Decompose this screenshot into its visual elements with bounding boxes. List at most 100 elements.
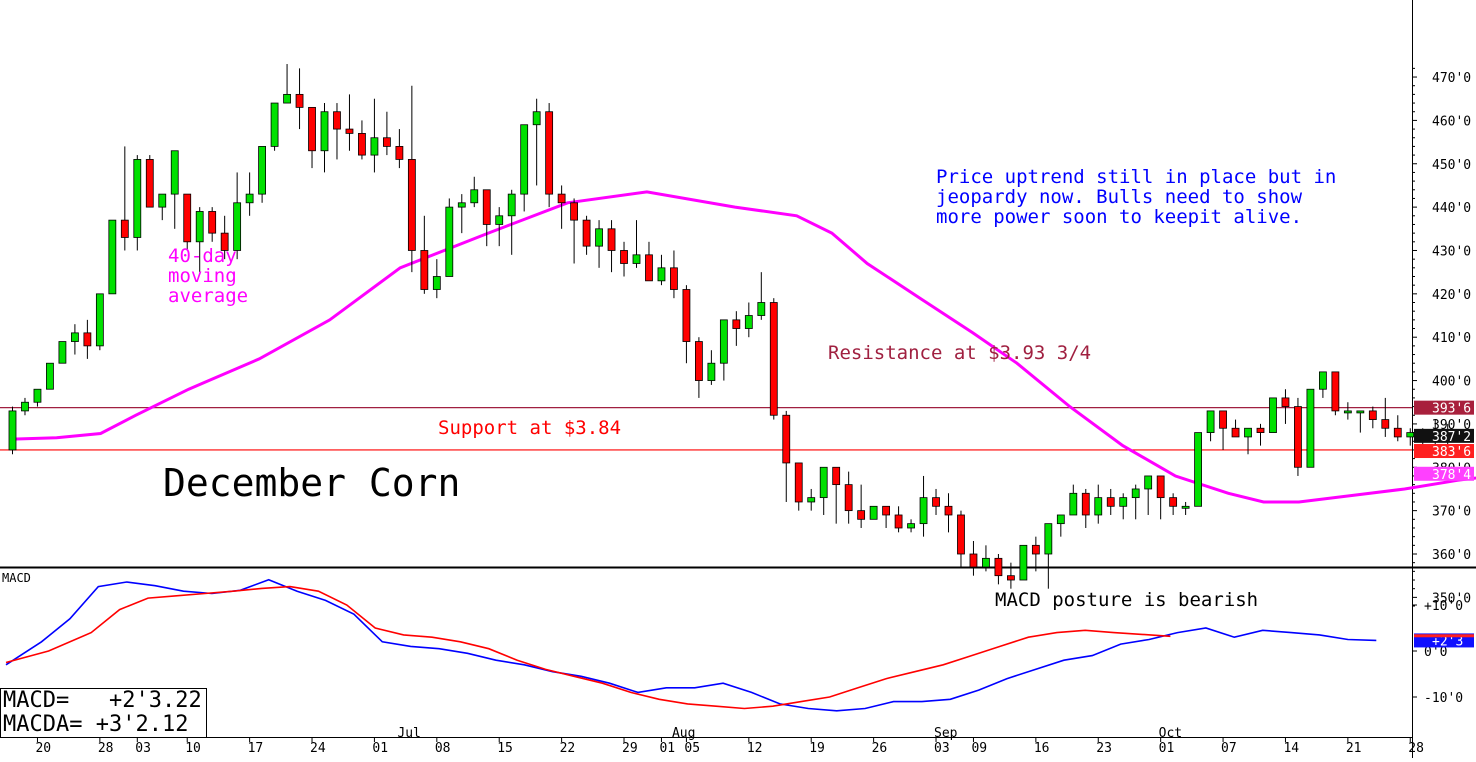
candle-body — [858, 511, 865, 520]
date-tick-label: 28 — [98, 741, 114, 756]
date-tick-label: 05 — [684, 741, 700, 756]
candle-body — [633, 255, 640, 264]
date-tick-label: 22 — [560, 741, 576, 756]
date-tick-label: 01 — [372, 741, 388, 756]
price-badge-label: 393'6 — [1432, 402, 1471, 417]
candle-body — [109, 220, 116, 294]
candle-body — [957, 515, 964, 554]
price-tick-label: 450'0 — [1432, 158, 1471, 173]
candle-body — [1095, 498, 1102, 515]
candle-body — [46, 363, 53, 389]
candle-body — [1020, 545, 1027, 580]
price-tick-label: 460'0 — [1432, 114, 1471, 129]
candle-body — [1232, 428, 1239, 437]
date-tick-label: 28 — [1408, 741, 1424, 756]
price-tick-label: 410'0 — [1432, 331, 1471, 346]
candle-body — [421, 250, 428, 289]
candle-body — [908, 524, 915, 528]
candle-body — [1369, 411, 1376, 420]
price-tick-label: 470'0 — [1432, 71, 1471, 86]
candle-body — [184, 194, 191, 242]
candle-body — [1107, 498, 1114, 507]
macd-axis: +10'00'0-10'0+2'3 — [1412, 599, 1474, 706]
candle-body — [1332, 372, 1339, 411]
date-tick-label: 12 — [747, 741, 763, 756]
candle-body — [995, 558, 1002, 575]
price-badge-label: 387'2 — [1432, 430, 1471, 445]
candle-body — [358, 133, 365, 155]
macda-readout-label: MACDA= — [3, 712, 82, 737]
date-tick-label: 15 — [497, 741, 513, 756]
macd-readout-row: MACD= +2'3.22 — [3, 689, 202, 713]
candle-body — [383, 138, 390, 147]
candle-body — [521, 125, 528, 194]
candle-body — [1407, 433, 1414, 437]
date-tick-label: 20 — [35, 741, 51, 756]
price-tick-label: 400'0 — [1432, 375, 1471, 390]
note-line: Price uptrend still in place but in — [936, 166, 1336, 188]
candle-body — [783, 415, 790, 463]
candle-body — [621, 250, 628, 263]
candle-body — [596, 229, 603, 246]
price-tick-label: 370'0 — [1432, 505, 1471, 520]
date-tick-label: 24 — [310, 741, 326, 756]
candle-body — [1282, 398, 1289, 407]
date-tick-label: 08 — [435, 741, 451, 756]
candle-body — [1132, 489, 1139, 498]
candle-body — [84, 333, 91, 346]
candle-body — [1245, 428, 1252, 437]
candle-body — [795, 463, 802, 502]
date-tick-label: 14 — [1283, 741, 1299, 756]
candle-body — [408, 159, 415, 250]
macd-tick-label: +10'0 — [1424, 599, 1463, 614]
date-tick-label: 07 — [1221, 741, 1237, 756]
candle-body — [583, 220, 590, 246]
date-tick-label: 26 — [872, 741, 888, 756]
candle-body — [146, 159, 153, 207]
price-tick-label: 360'0 — [1432, 548, 1471, 563]
candle-body — [1195, 433, 1202, 507]
candle-body — [1269, 398, 1276, 433]
candle-body — [1057, 515, 1064, 524]
candle-body — [1120, 498, 1127, 507]
candle-body — [733, 320, 740, 329]
candle-body — [1157, 476, 1164, 498]
candle-body — [471, 190, 478, 203]
candle-body — [1070, 493, 1077, 515]
candle-body — [134, 159, 141, 237]
date-tick-label: 23 — [1096, 741, 1112, 756]
candle-body — [34, 389, 41, 402]
candle-body — [933, 498, 940, 507]
candle-body — [645, 255, 652, 281]
candle-body — [284, 94, 291, 103]
candle-body — [945, 506, 952, 515]
candle-body — [321, 112, 328, 151]
macd-tick-label: -10'0 — [1424, 691, 1463, 706]
month-label: Jul — [397, 726, 420, 741]
candle-body — [271, 103, 278, 146]
candle-body — [458, 203, 465, 207]
candle-body — [970, 554, 977, 567]
month-label: Oct — [1159, 726, 1182, 741]
candle-body — [1307, 389, 1314, 467]
candle-body — [1220, 411, 1227, 428]
candle-body — [1207, 411, 1214, 433]
support-label: Support at $3.84 — [438, 417, 621, 439]
macda-readout-value: +3'2.12 — [96, 712, 189, 737]
candle-body — [59, 342, 66, 364]
price-badge-label: 383'6 — [1432, 445, 1471, 460]
candle-body — [496, 216, 503, 225]
ma-label-line: moving — [168, 265, 237, 287]
date-tick-label: 29 — [622, 741, 638, 756]
candle-body — [1357, 411, 1364, 413]
price-axis: 350'0360'0370'0400'0410'0420'0430'0440'0… — [1412, 68, 1474, 606]
date-tick-label: 01 — [1159, 741, 1175, 756]
ma-label-line: average — [168, 285, 248, 307]
date-tick-label: 10 — [185, 741, 201, 756]
candle-body — [508, 194, 515, 216]
candle-body — [695, 342, 702, 381]
macd-readout-label: MACD= — [3, 688, 69, 713]
